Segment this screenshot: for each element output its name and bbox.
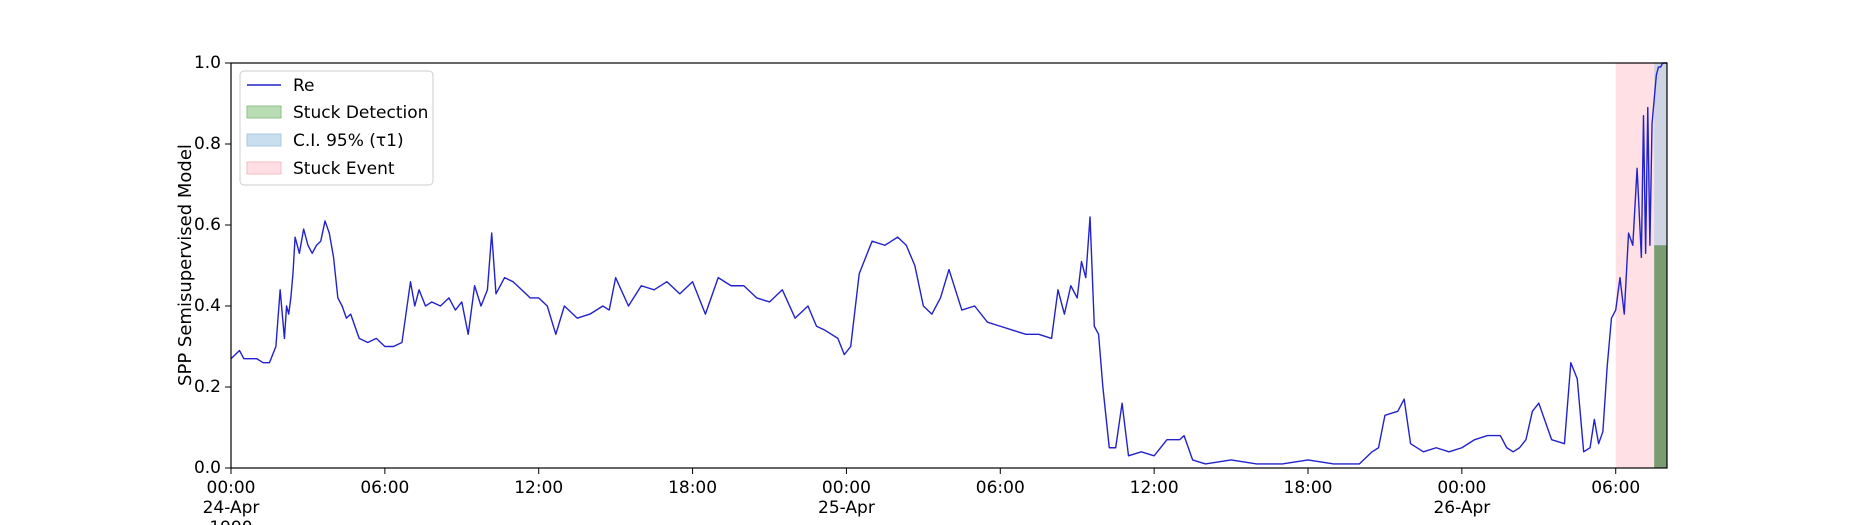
series-layer <box>230 62 1667 465</box>
y-tick-label: 0.4 <box>194 296 221 316</box>
legend-swatch-stuck-detection <box>246 105 282 119</box>
legend-label-stuck-detection: Stuck Detection <box>293 103 428 123</box>
x-axis: 00:0024-Apr199006:0012:0018:0000:0025-Ap… <box>203 468 1640 525</box>
x-tick-label: 06:00 <box>360 478 409 498</box>
y-tick-label: 0.2 <box>194 377 221 397</box>
legend-label-stuck-event: Stuck Event <box>293 159 395 179</box>
legend: Re Stuck Detection C.I. 95% (τ1) Stuck E… <box>239 70 434 186</box>
legend-swatch-stuck-event <box>246 161 282 175</box>
legend-label-ci: C.I. 95% (τ1) <box>293 131 404 151</box>
legend-swatch-ci <box>246 133 282 147</box>
x-tick-date-label: 26-Apr <box>1433 498 1490 518</box>
x-tick-label: 00:00 <box>207 478 256 498</box>
x-tick-label: 00:00 <box>822 478 871 498</box>
legend-box <box>239 70 434 186</box>
x-tick-label: 00:00 <box>1437 478 1486 498</box>
x-tick-label: 06:00 <box>1591 478 1640 498</box>
x-tick-year-label: 1990 <box>209 518 252 525</box>
x-tick-label: 18:00 <box>1284 478 1333 498</box>
legend-label-re: Re <box>293 76 315 96</box>
region-stuck-detection <box>1654 245 1667 468</box>
y-tick-label: 0.6 <box>194 215 221 235</box>
plot-frame <box>230 62 1668 469</box>
y-axis-label: SPP Semisupervised Model <box>175 144 196 386</box>
x-tick-label: 18:00 <box>668 478 717 498</box>
y-tick-label: 1.0 <box>194 53 221 73</box>
y-tick-label: 0.8 <box>194 134 221 154</box>
y-tick-label: 0.0 <box>194 458 221 478</box>
series-line-re <box>230 62 1667 465</box>
x-tick-date-label: 24-Apr <box>203 498 260 518</box>
shaded-regions <box>1615 63 1667 468</box>
x-tick-date-label: 25-Apr <box>818 498 875 518</box>
x-tick-label: 06:00 <box>976 478 1025 498</box>
y-axis: 0.0 0.2 0.4 0.6 0.8 1.0 <box>194 53 231 478</box>
x-tick-label: 12:00 <box>514 478 563 498</box>
x-tick-label: 12:00 <box>1130 478 1179 498</box>
